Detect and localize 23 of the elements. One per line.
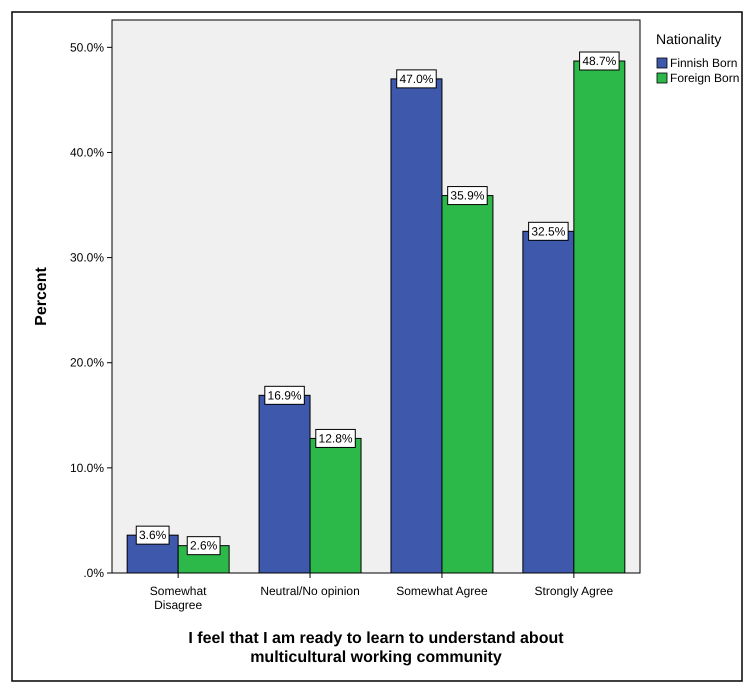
data-label: 48.7%	[582, 54, 617, 68]
y-tick-label: 40.0%	[70, 145, 104, 160]
legend-label: Finnish Born	[670, 56, 738, 70]
legend-label: Foreign Born	[670, 71, 740, 85]
y-tick-label: .0%	[83, 566, 104, 580]
y-tick-label: 30.0%	[70, 250, 104, 265]
data-label: 12.8%	[318, 431, 353, 446]
x-tick-label: Neutral/No opinion	[260, 584, 360, 598]
y-tick-label: 50.0%	[70, 40, 104, 54]
y-tick-label: 10.0%	[70, 460, 104, 475]
y-tick-label: 20.0%	[70, 356, 104, 370]
y-axis-title: Percent	[33, 266, 50, 326]
data-label: 3.6%	[138, 528, 167, 542]
data-label: 32.5%	[531, 224, 566, 238]
data-label: 2.6%	[190, 538, 218, 553]
data-label: 16.9%	[268, 388, 302, 402]
x-axis-title: I feel that I am ready to learn to understand about multicultural working community	[188, 630, 564, 666]
legend-title: Nationality	[656, 31, 722, 47]
x-tick-label: Strongly Agree	[534, 584, 614, 598]
data-label: 35.9%	[450, 188, 485, 203]
data-label: 47.0%	[399, 72, 434, 86]
x-tick-label: Somewhat Agree	[396, 584, 488, 598]
x-tick-label: Somewhat Disagree	[150, 584, 208, 612]
